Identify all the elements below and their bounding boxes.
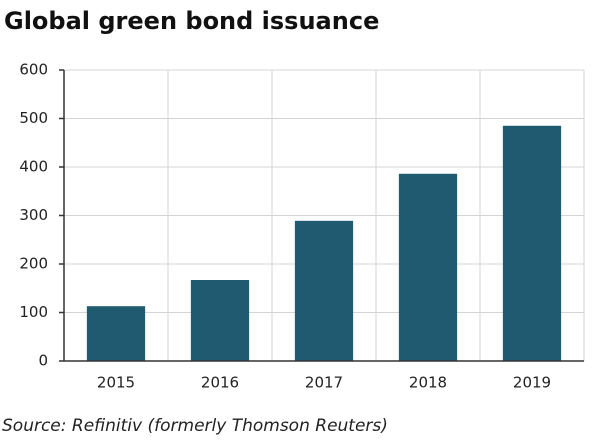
bar [502, 125, 562, 362]
source-note: Source: Refinitiv (formerly Thomson Reut… [2, 416, 388, 436]
x-tick-label: 2018 [409, 374, 447, 392]
x-tick-label: 2019 [513, 374, 551, 392]
bar [190, 280, 250, 361]
y-tick-label: 0 [38, 352, 48, 370]
bar [294, 220, 354, 361]
y-tick-label: 100 [19, 303, 48, 321]
x-tick-label: 2017 [305, 374, 343, 392]
x-tick-label: 2016 [201, 374, 239, 392]
y-tick-label: 200 [19, 255, 48, 273]
x-tick-label: 2015 [97, 374, 135, 392]
y-tick-label: 300 [19, 206, 48, 224]
y-tick-label: 400 [19, 158, 48, 176]
y-tick-label: 500 [19, 109, 48, 127]
y-tick-label: 600 [19, 61, 48, 79]
bar [86, 306, 146, 361]
chart-title: Global green bond issuance [4, 7, 379, 35]
bar [398, 173, 458, 361]
